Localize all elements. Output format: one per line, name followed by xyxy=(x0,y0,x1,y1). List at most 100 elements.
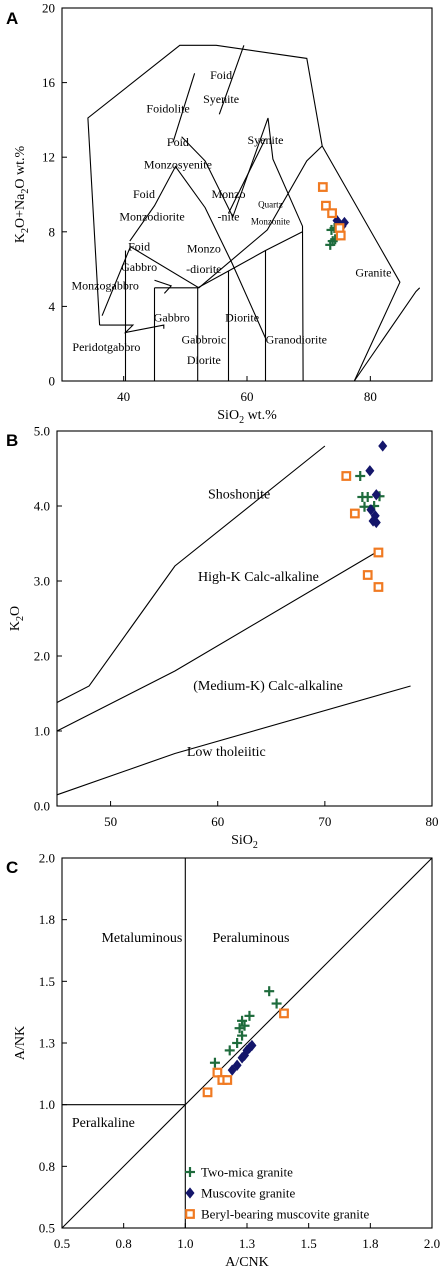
boundary-line xyxy=(61,857,433,1229)
field-label: Quartz xyxy=(258,200,283,210)
boundary-lines xyxy=(61,857,433,1229)
series-square xyxy=(317,182,346,241)
series-diamond xyxy=(227,1039,257,1076)
field-label: Gabbro xyxy=(121,260,157,274)
x-tick-label: 60 xyxy=(211,814,224,829)
y-axis-label: K2O xyxy=(8,606,26,631)
y-tick-label: 0.8 xyxy=(39,1159,55,1174)
data-point xyxy=(359,501,370,512)
field-label: Foid xyxy=(210,68,232,82)
x-tick-label: 70 xyxy=(318,814,331,829)
data-point xyxy=(341,471,352,481)
x-tick-label: 0.8 xyxy=(116,1236,132,1251)
data-point xyxy=(244,1010,255,1021)
data-point xyxy=(373,582,384,592)
data-point xyxy=(362,492,373,502)
data-point xyxy=(209,1057,220,1068)
data-point xyxy=(371,516,381,529)
panel-letter-c: C xyxy=(6,858,18,877)
x-axis-label: A/CNK xyxy=(225,1255,269,1270)
data-point xyxy=(222,1075,233,1085)
y-tick-label: 1.5 xyxy=(39,974,55,989)
y-tick-label: 1.8 xyxy=(39,912,55,927)
field-label: Foidolite xyxy=(146,101,189,115)
x-tick-label: 0.5 xyxy=(54,1236,70,1251)
data-point xyxy=(355,471,366,481)
data-point xyxy=(366,504,376,516)
field-label: Peridotgabbro xyxy=(72,340,140,354)
data-point xyxy=(327,208,337,219)
data-point xyxy=(362,570,373,580)
field-label: Monzogabbro xyxy=(72,279,139,293)
y-tick-label: 8 xyxy=(49,224,56,239)
field-label: Peraluminous xyxy=(212,931,289,946)
data-point xyxy=(373,547,384,558)
boundary-lines xyxy=(56,445,411,796)
x-tick-label: 40 xyxy=(117,389,130,404)
panel-letter-b: B xyxy=(6,431,18,450)
boundary-line xyxy=(56,445,326,703)
y-tick-label: 0.5 xyxy=(39,1221,55,1236)
y-tick-label: 3.0 xyxy=(34,574,50,589)
y-tick-label: 20 xyxy=(42,1,55,16)
y-tick-label: 2.0 xyxy=(39,851,55,866)
field-label: Foid xyxy=(128,239,150,253)
data-point xyxy=(237,1030,248,1041)
x-axis-label: SiO2 wt.% xyxy=(217,408,277,426)
field-label: Granodiorite xyxy=(266,333,327,347)
field-label: Diorite xyxy=(187,353,221,367)
y-tick-label: 1.0 xyxy=(34,724,50,739)
x-tick-label: 50 xyxy=(104,814,117,829)
x-tick-label: 1.8 xyxy=(362,1236,378,1251)
y-tick-label: 1.3 xyxy=(39,1036,55,1051)
y-tick-label: 1.0 xyxy=(39,1097,55,1112)
x-tick-label: 80 xyxy=(426,814,439,829)
data-point xyxy=(335,230,346,241)
x-tick-label: 60 xyxy=(241,389,254,404)
field-label: Monzo xyxy=(187,241,221,255)
data-point xyxy=(321,200,331,211)
boundary-line xyxy=(218,45,245,115)
x-tick-label: 1.5 xyxy=(301,1236,317,1251)
legend-marker xyxy=(185,1187,195,1199)
panel-letter-a: A xyxy=(6,9,18,28)
boundary-line xyxy=(87,44,323,326)
y-tick-label: 2.0 xyxy=(34,649,50,664)
field-label: Monzodiorite xyxy=(119,210,184,224)
boundary-line xyxy=(181,117,304,382)
field-label: -diorite xyxy=(186,262,221,276)
data-point xyxy=(371,489,381,501)
data-point xyxy=(349,508,360,519)
boundary-line xyxy=(353,287,421,382)
data-point xyxy=(279,1008,289,1019)
series-diamond xyxy=(365,440,388,529)
field-label: Foid xyxy=(167,135,189,149)
y-axis-label: K2O+Na2O wt.% xyxy=(13,146,31,244)
data-point xyxy=(365,465,375,477)
boundary-line xyxy=(129,165,267,339)
x-tick-label: 80 xyxy=(364,389,377,404)
legend-marker xyxy=(185,1167,195,1177)
y-tick-label: 4 xyxy=(49,299,56,314)
data-point xyxy=(264,986,275,997)
boundary-line xyxy=(172,73,196,143)
field-label: Granite xyxy=(355,266,391,280)
field-label: Peralkaline xyxy=(72,1116,135,1131)
boundary-lines xyxy=(87,44,421,382)
data-point xyxy=(317,182,328,192)
panel-c-acnk-ank-diagram: C 0.5 0.8 1.0 1.3 1.5 1.8 2.0 0.5 0.8 1.0 1.3 1.5 1.8… xyxy=(6,851,440,1271)
field-label: High-K Calc-alkaline xyxy=(198,570,319,585)
x-tick-label: 2.0 xyxy=(424,1236,440,1251)
y-tick-label: 0 xyxy=(49,374,56,389)
field-label: Syenite xyxy=(248,133,284,147)
boundary-line xyxy=(228,138,266,214)
data-point xyxy=(227,1064,237,1076)
y-tick-label: 16 xyxy=(42,75,56,90)
x-axis-label: SiO2 xyxy=(231,833,258,851)
legend-label: Beryl-bearing muscovite granite xyxy=(201,1207,369,1222)
field-label: Syenite xyxy=(203,92,239,106)
series-square xyxy=(341,471,384,592)
data-point xyxy=(232,1038,243,1048)
legend-marker xyxy=(185,1209,195,1219)
data-point xyxy=(237,1015,248,1026)
